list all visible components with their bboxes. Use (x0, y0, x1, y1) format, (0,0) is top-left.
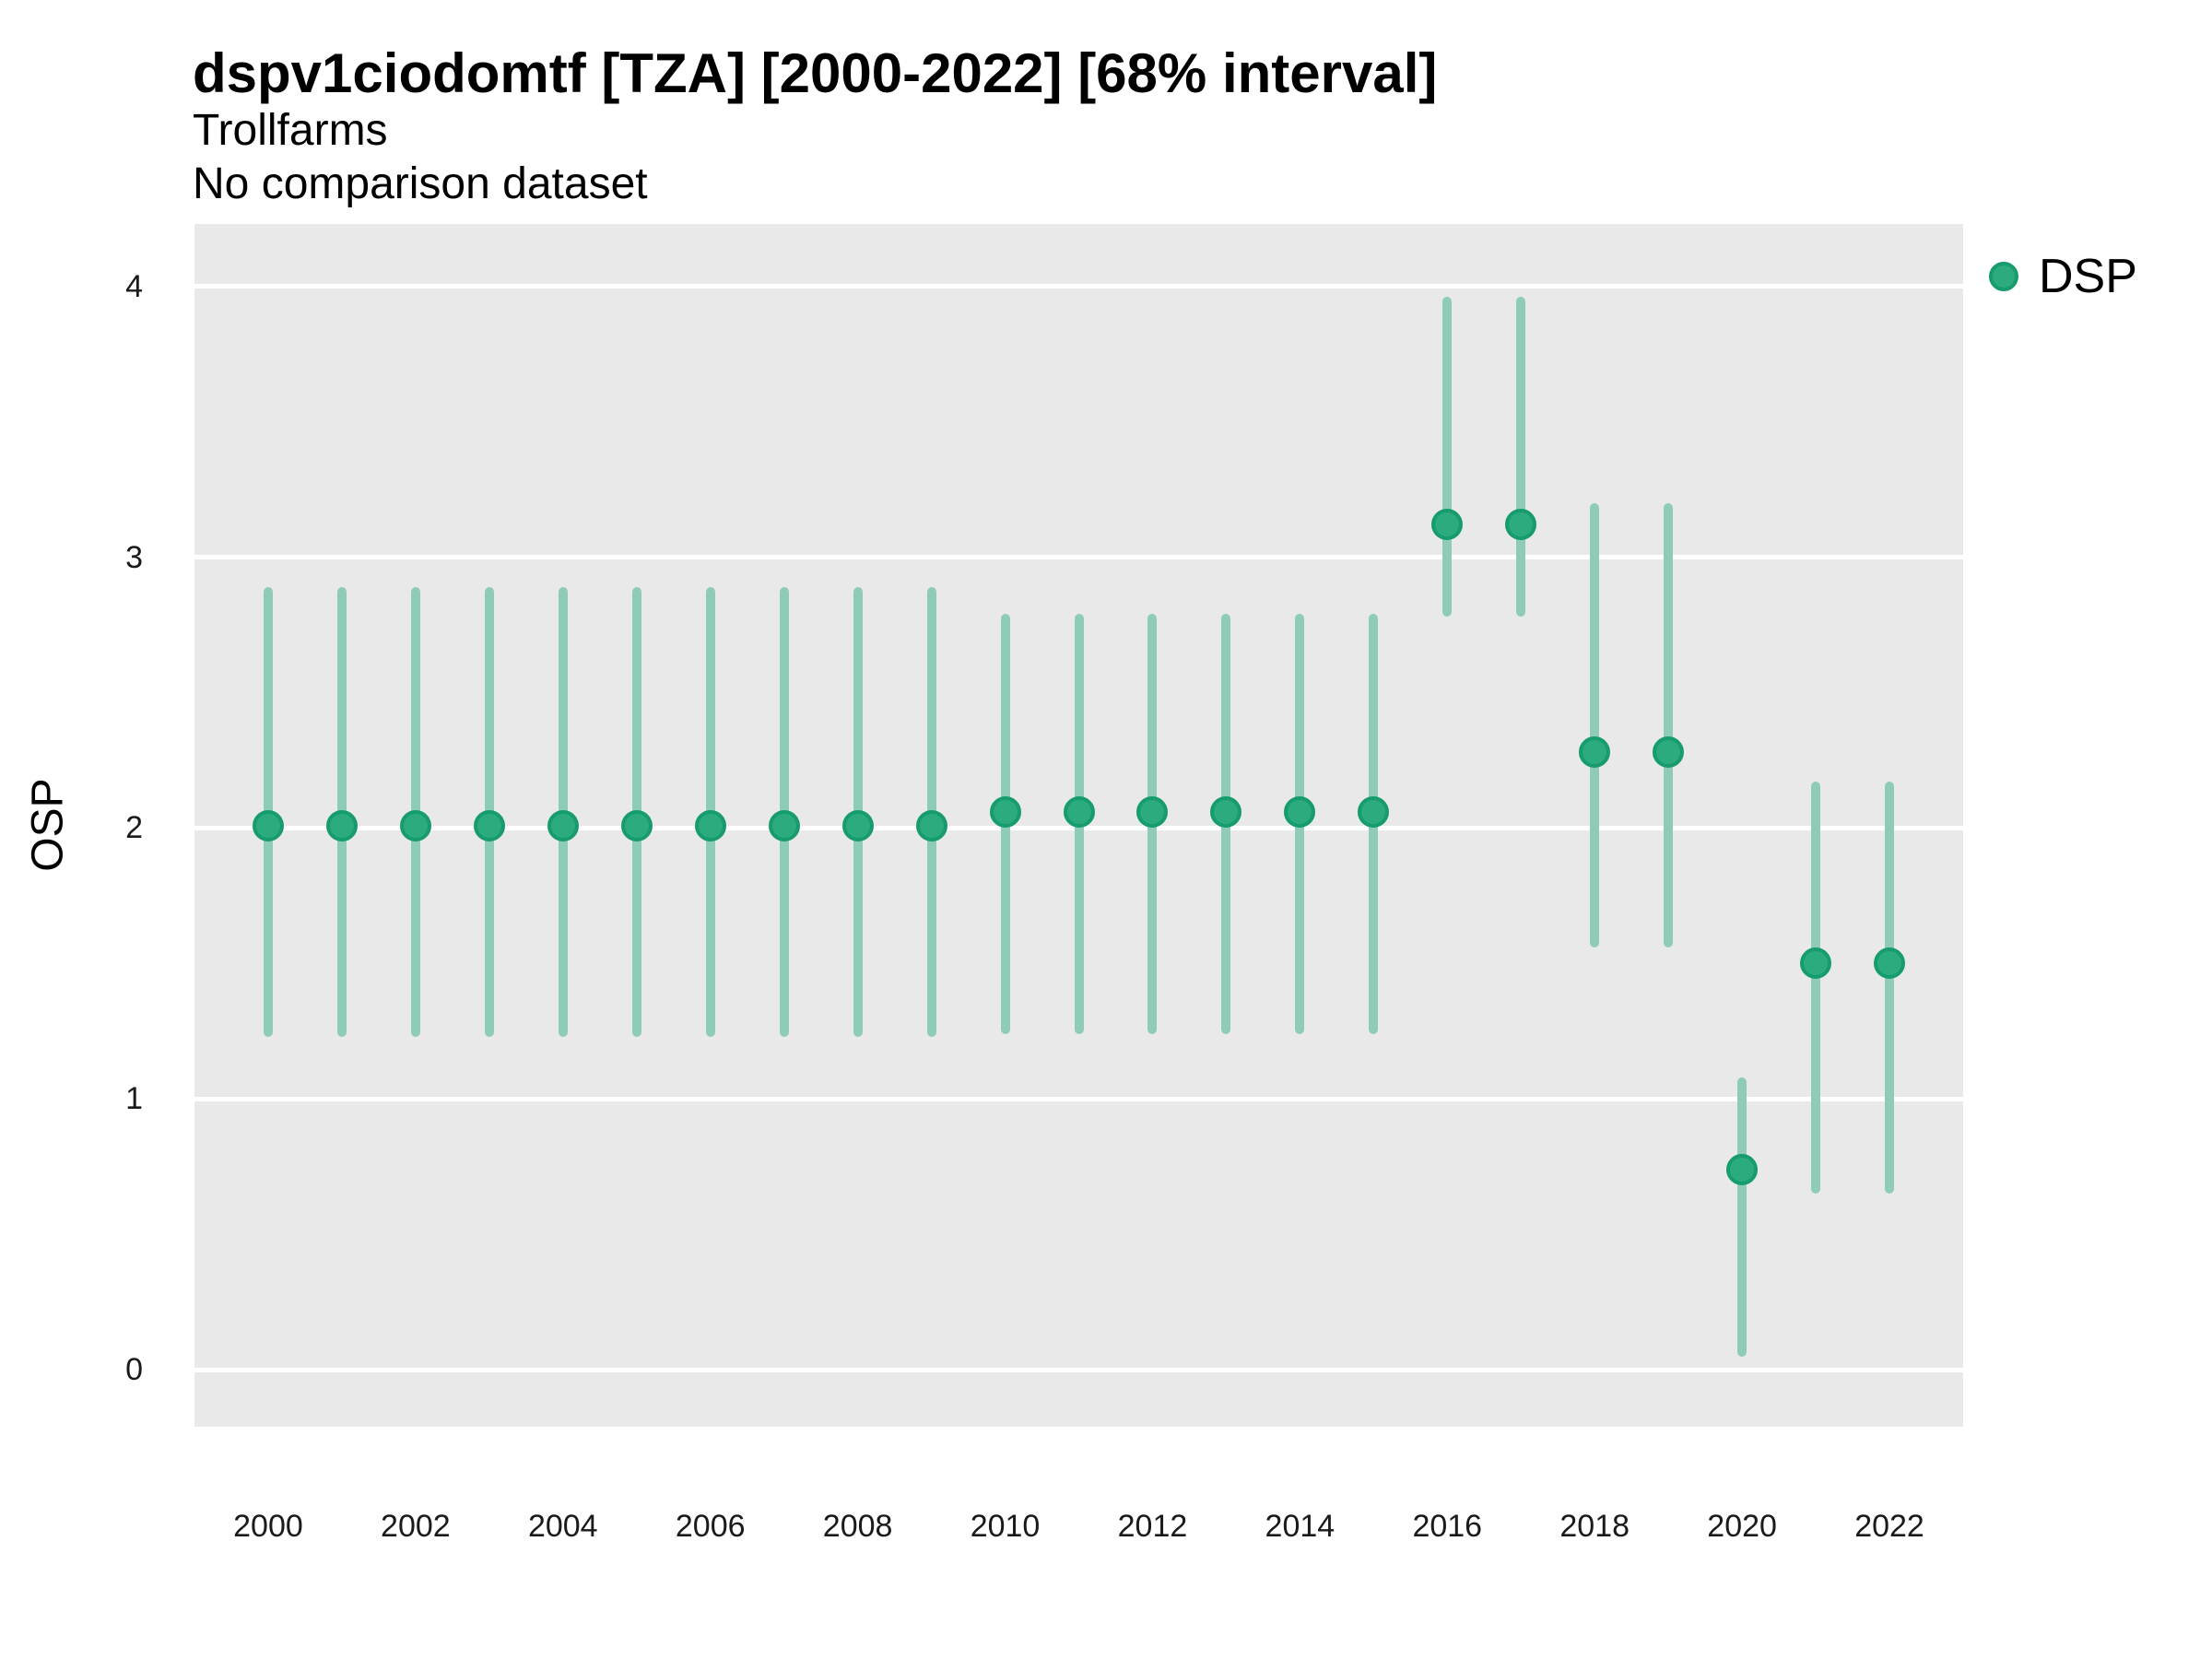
x-tick-label-2010: 2010 (970, 1509, 1041, 1544)
data-point-2020 (1726, 1153, 1759, 1185)
gridline-y-0 (194, 1367, 1963, 1372)
data-point-2007 (768, 809, 800, 841)
data-point-2017 (1505, 509, 1537, 541)
x-tick-label-2012: 2012 (1117, 1509, 1188, 1544)
data-point-2015 (1358, 795, 1390, 828)
y-tick-label-0: 0 (125, 1352, 143, 1388)
data-point-2011 (1063, 795, 1095, 828)
y-tick-label-1: 1 (125, 1081, 143, 1117)
x-tick-label-2004: 2004 (527, 1509, 598, 1544)
x-tick-label-2006: 2006 (675, 1509, 746, 1544)
data-point-2021 (1800, 947, 1832, 980)
y-tick-label-3: 3 (125, 539, 143, 575)
x-tick-label-2014: 2014 (1265, 1509, 1335, 1544)
interval-bar-2019 (1664, 502, 1674, 947)
data-point-2016 (1431, 509, 1464, 541)
interval-bar-2022 (1885, 782, 1895, 1194)
data-point-2019 (1653, 736, 1685, 769)
x-tick-label-2000: 2000 (233, 1509, 303, 1544)
x-tick-label-2018: 2018 (1559, 1509, 1630, 1544)
data-point-2006 (694, 809, 726, 841)
legend-item-label: DSP (2039, 250, 2137, 303)
y-tick-label-2: 2 (125, 810, 143, 846)
data-point-2008 (841, 809, 874, 841)
legend-marker-circle-icon (1989, 262, 2018, 291)
interval-bar-2017 (1516, 297, 1526, 618)
interval-bar-2021 (1811, 782, 1821, 1194)
interval-bar-2016 (1442, 297, 1453, 618)
x-tick-label-2002: 2002 (381, 1509, 451, 1544)
chart-panel (194, 224, 1963, 1427)
data-point-2003 (473, 809, 505, 841)
data-point-2012 (1136, 795, 1169, 828)
gridline-y-3 (194, 555, 1963, 560)
gridline-y-1 (194, 1096, 1963, 1101)
data-point-2000 (252, 809, 284, 841)
x-tick-label-2016: 2016 (1412, 1509, 1483, 1544)
legend: DSP (1989, 253, 2137, 300)
data-point-2005 (620, 809, 653, 841)
data-point-2001 (325, 809, 358, 841)
data-point-2009 (915, 809, 947, 841)
interval-bar-2020 (1737, 1077, 1747, 1357)
y-tick-label-4: 4 (125, 268, 143, 304)
gridline-y-4 (194, 284, 1963, 289)
x-tick-label-2022: 2022 (1854, 1509, 1924, 1544)
interval-bar-2018 (1590, 502, 1600, 947)
data-point-2013 (1210, 795, 1242, 828)
x-tick-label-2008: 2008 (822, 1509, 893, 1544)
x-tick-label-2020: 2020 (1707, 1509, 1777, 1544)
data-point-2022 (1874, 947, 1906, 980)
chart-title: dspv1ciodomtf [TZA] [2000-2022] [68% int… (193, 42, 1438, 104)
data-point-2010 (989, 795, 1021, 828)
chart-subtitle: Trollfarms (193, 106, 388, 155)
chart-subtitle-2: No comparison dataset (193, 159, 648, 208)
data-point-2014 (1284, 795, 1316, 828)
data-point-2018 (1579, 736, 1611, 769)
data-point-2002 (399, 809, 431, 841)
data-point-2004 (547, 809, 579, 841)
